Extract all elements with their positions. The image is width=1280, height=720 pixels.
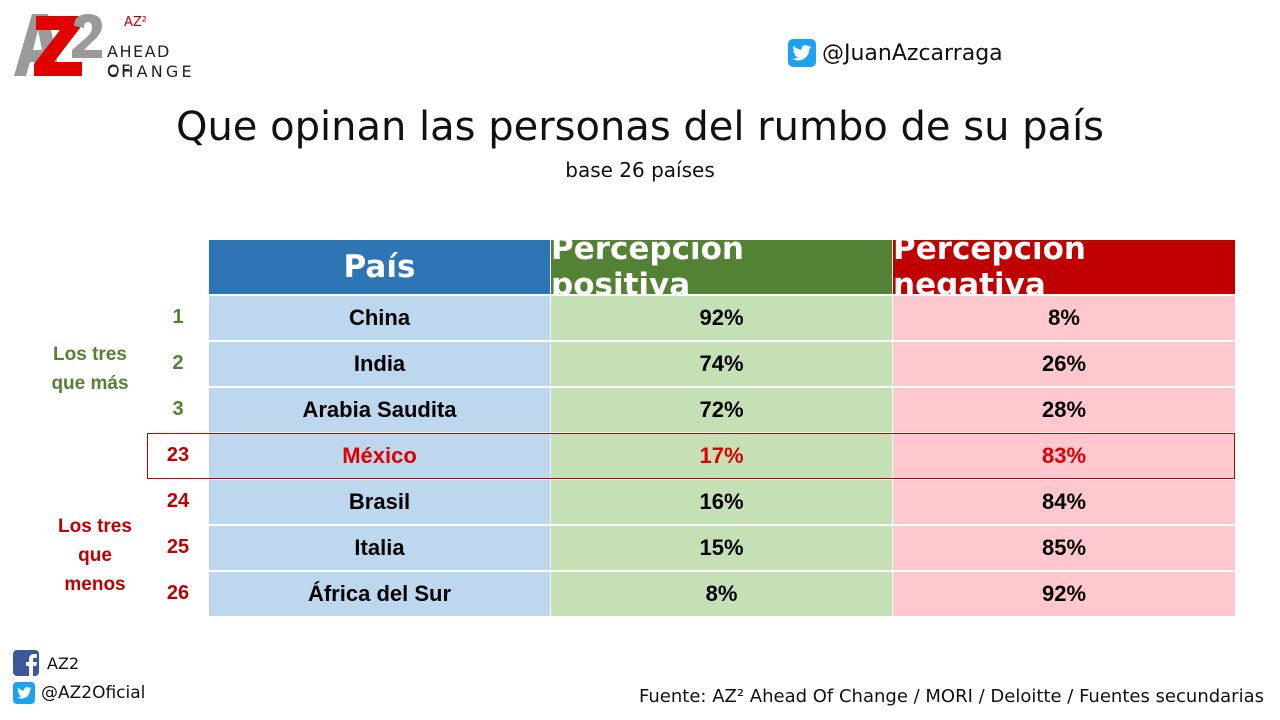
negative-value-cell: 8%	[893, 296, 1235, 340]
table-row: África del Sur 8% 92%	[209, 572, 1235, 616]
group-label-top: Los tres que más	[30, 340, 150, 398]
highlight-frame	[147, 433, 1235, 479]
negative-value-cell: 92%	[893, 572, 1235, 616]
positive-value-cell: 8%	[551, 572, 892, 616]
group-label-line: que	[78, 545, 112, 566]
table-row: México 17% 83%	[209, 434, 1235, 478]
positive-value-cell: 92%	[551, 296, 892, 340]
facebook-name: AZ2	[47, 653, 80, 673]
table-header-row: País Percepción positiva Percepción nega…	[209, 231, 1235, 303]
negative-value-cell: 84%	[893, 480, 1235, 524]
table-row: India 74% 26%	[209, 342, 1235, 386]
facebook-link[interactable]: AZ2	[13, 650, 79, 676]
twitter-handle-header[interactable]: @JuanAzcarraga	[788, 36, 1003, 70]
column-header-negative: Percepción negativa	[893, 231, 1235, 303]
negative-value-cell: 28%	[893, 388, 1235, 432]
rank-number: 2	[172, 352, 184, 374]
positive-value-cell: 15%	[551, 526, 892, 570]
rank-number: 3	[172, 398, 184, 420]
facebook-icon	[13, 650, 39, 676]
group-label-line: Los tres	[53, 344, 127, 365]
country-cell: Brasil	[209, 480, 550, 524]
negative-value-cell: 26%	[893, 342, 1235, 386]
negative-value-cell: 83%	[893, 434, 1235, 478]
positive-value-cell: 16%	[551, 480, 892, 524]
twitter-handle-footer: @AZ2Oficial	[41, 683, 146, 703]
rank-number: 23	[166, 444, 190, 466]
brand-logo: AZ² AHEAD OF CHANGE	[12, 12, 202, 82]
country-cell: África del Sur	[209, 572, 550, 616]
table-row: Arabia Saudita 72% 28%	[209, 388, 1235, 432]
page-subtitle: base 26 países	[565, 158, 715, 182]
twitter-link-footer[interactable]: @AZ2Oficial	[13, 682, 145, 704]
positive-value-cell: 74%	[551, 342, 892, 386]
logo-small-text: AZ²	[124, 15, 148, 30]
country-cell: Italia	[209, 526, 550, 570]
twitter-icon	[788, 39, 816, 67]
table-row: Italia 15% 85%	[209, 526, 1235, 570]
country-cell: India	[209, 342, 550, 386]
logo-line1: AHEAD OF	[107, 42, 171, 80]
rank-number: 26	[166, 582, 190, 604]
group-label-bottom: Los tres que menos	[30, 512, 160, 599]
twitter-icon	[13, 682, 35, 704]
table-row: China 92% 8%	[209, 296, 1235, 340]
rank-number: 1	[172, 306, 184, 328]
group-label-line: menos	[64, 574, 126, 595]
az2-logo-mark-icon	[14, 14, 102, 76]
rank-number: 25	[166, 536, 190, 558]
positive-value-cell: 72%	[551, 388, 892, 432]
country-cell: China	[209, 296, 550, 340]
table-row: Brasil 16% 84%	[209, 480, 1235, 524]
country-cell: México	[209, 434, 550, 478]
twitter-handle-text: @JuanAzcarraga	[822, 40, 1003, 66]
source-note: Fuente: AZ² Ahead Of Change / MORI / Del…	[639, 686, 1264, 707]
positive-value-cell: 17%	[551, 434, 892, 478]
column-header-country: País	[209, 240, 550, 294]
logo-line2: CHANGE	[107, 62, 195, 81]
negative-value-cell: 85%	[893, 526, 1235, 570]
country-cell: Arabia Saudita	[209, 388, 550, 432]
group-label-line: que más	[51, 373, 129, 394]
group-label-line: Los tres	[58, 516, 132, 537]
rank-number: 24	[166, 490, 190, 512]
column-header-positive: Percepción positiva	[551, 231, 892, 303]
page-title: Que opinan las personas del rumbo de su …	[175, 104, 1105, 150]
